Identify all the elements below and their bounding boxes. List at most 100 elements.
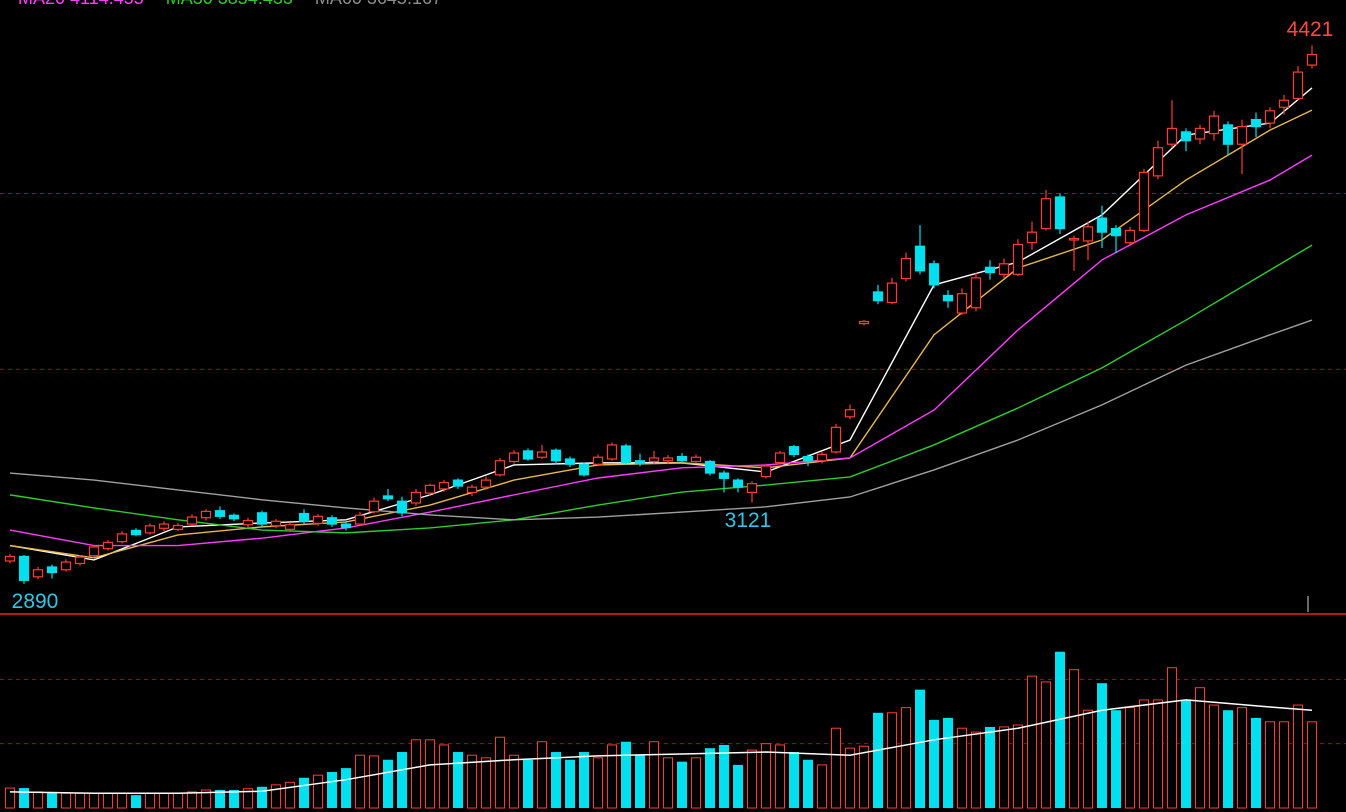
volume-bar	[929, 719, 939, 808]
volume-bar	[383, 759, 393, 808]
candle-body	[494, 460, 506, 476]
candle-body	[704, 460, 716, 474]
candle-body	[1306, 53, 1318, 66]
candle-body	[774, 452, 786, 464]
volume-bar	[341, 768, 351, 808]
candle-body	[886, 282, 898, 304]
ma-line	[9, 319, 1313, 521]
candle-body	[102, 541, 114, 550]
volume-bar	[103, 792, 113, 809]
volume-bar	[691, 757, 701, 809]
volume-bar	[1027, 675, 1037, 809]
candle-body	[270, 520, 282, 527]
candle-body	[1096, 217, 1108, 233]
volume-bar	[845, 747, 855, 809]
candle-body	[186, 516, 198, 525]
volume-bar	[971, 731, 981, 809]
candle-body	[606, 444, 618, 460]
volume-bar	[411, 739, 421, 809]
candle-body	[1278, 99, 1290, 108]
candle-body	[1138, 171, 1150, 231]
volume-bar	[369, 755, 379, 809]
volume-bar	[859, 745, 869, 809]
volume-bar	[1125, 707, 1135, 809]
volume-bar	[1279, 721, 1289, 809]
legend-entry: MA20 4114.455	[18, 0, 144, 8]
volume-bar	[5, 787, 15, 809]
candle-body	[844, 409, 856, 418]
volume-bar	[943, 717, 953, 808]
volume-bar	[705, 748, 715, 808]
candle-body	[1180, 131, 1192, 142]
candle-body	[88, 546, 100, 557]
volume-bar	[89, 792, 99, 809]
candle-body	[1124, 229, 1136, 244]
candle-body	[914, 245, 926, 272]
volume-bar	[1083, 709, 1093, 809]
candle-body	[984, 266, 996, 274]
volume-bar	[831, 727, 841, 809]
candle-body	[1040, 198, 1052, 230]
volume-bar	[901, 707, 911, 809]
candle-body	[746, 483, 758, 494]
candle-body	[158, 523, 170, 529]
volume-bar	[985, 726, 995, 808]
candle-body	[1236, 126, 1248, 145]
candle-body	[718, 472, 730, 479]
volume-bar	[453, 752, 463, 808]
candle-body	[1012, 243, 1024, 275]
volume-bar	[719, 744, 729, 808]
volume-bar	[75, 792, 85, 809]
volume-bar	[579, 752, 589, 808]
candle-body	[1026, 231, 1038, 244]
candle-body	[438, 481, 450, 490]
volume-bar	[1097, 683, 1107, 808]
candle-body	[144, 525, 156, 534]
volume-bar	[467, 754, 477, 809]
price-annotation: 2890	[12, 590, 59, 613]
volume-bar	[1251, 717, 1261, 808]
volume-bar	[1041, 681, 1051, 809]
candle-body	[18, 555, 30, 581]
candle-body	[312, 515, 324, 524]
volume-bar	[327, 771, 337, 808]
candle-body	[802, 455, 814, 462]
candle-body	[116, 533, 128, 543]
volume-bar	[257, 786, 267, 808]
candle-body	[200, 510, 212, 519]
volume-bar	[565, 759, 575, 808]
volume-bar	[285, 781, 295, 809]
candle-body	[690, 456, 702, 463]
volume-bar	[439, 744, 449, 809]
price-annotation: 4421	[1287, 18, 1334, 41]
volume-bar	[873, 712, 883, 808]
candle-body	[1110, 228, 1122, 237]
volume-bar	[33, 791, 43, 809]
candle-body	[942, 294, 954, 302]
legend-entry: MA60 3645.167	[315, 0, 442, 8]
candle-body	[648, 457, 660, 463]
candle-body	[466, 486, 478, 494]
candle-body	[928, 263, 940, 286]
volume-bar	[1209, 704, 1219, 809]
price-annotation: 3121	[725, 509, 772, 532]
candle-body	[480, 479, 492, 488]
ma-line	[9, 109, 1313, 559]
volume-bar	[775, 744, 785, 809]
volume-bar	[663, 757, 673, 809]
volume-bar	[1111, 710, 1121, 808]
candle-body	[298, 512, 310, 522]
candle-body	[452, 479, 464, 487]
volume-bar	[957, 727, 967, 809]
volume-bar	[131, 795, 141, 808]
volume-bar	[1265, 721, 1275, 809]
volume-bar	[159, 792, 169, 809]
candle-body	[1292, 71, 1304, 100]
candle-body	[4, 555, 16, 562]
candle-body	[326, 517, 338, 525]
candle-body	[172, 524, 184, 530]
volume-bar	[887, 712, 897, 809]
volume-bar	[355, 754, 365, 809]
